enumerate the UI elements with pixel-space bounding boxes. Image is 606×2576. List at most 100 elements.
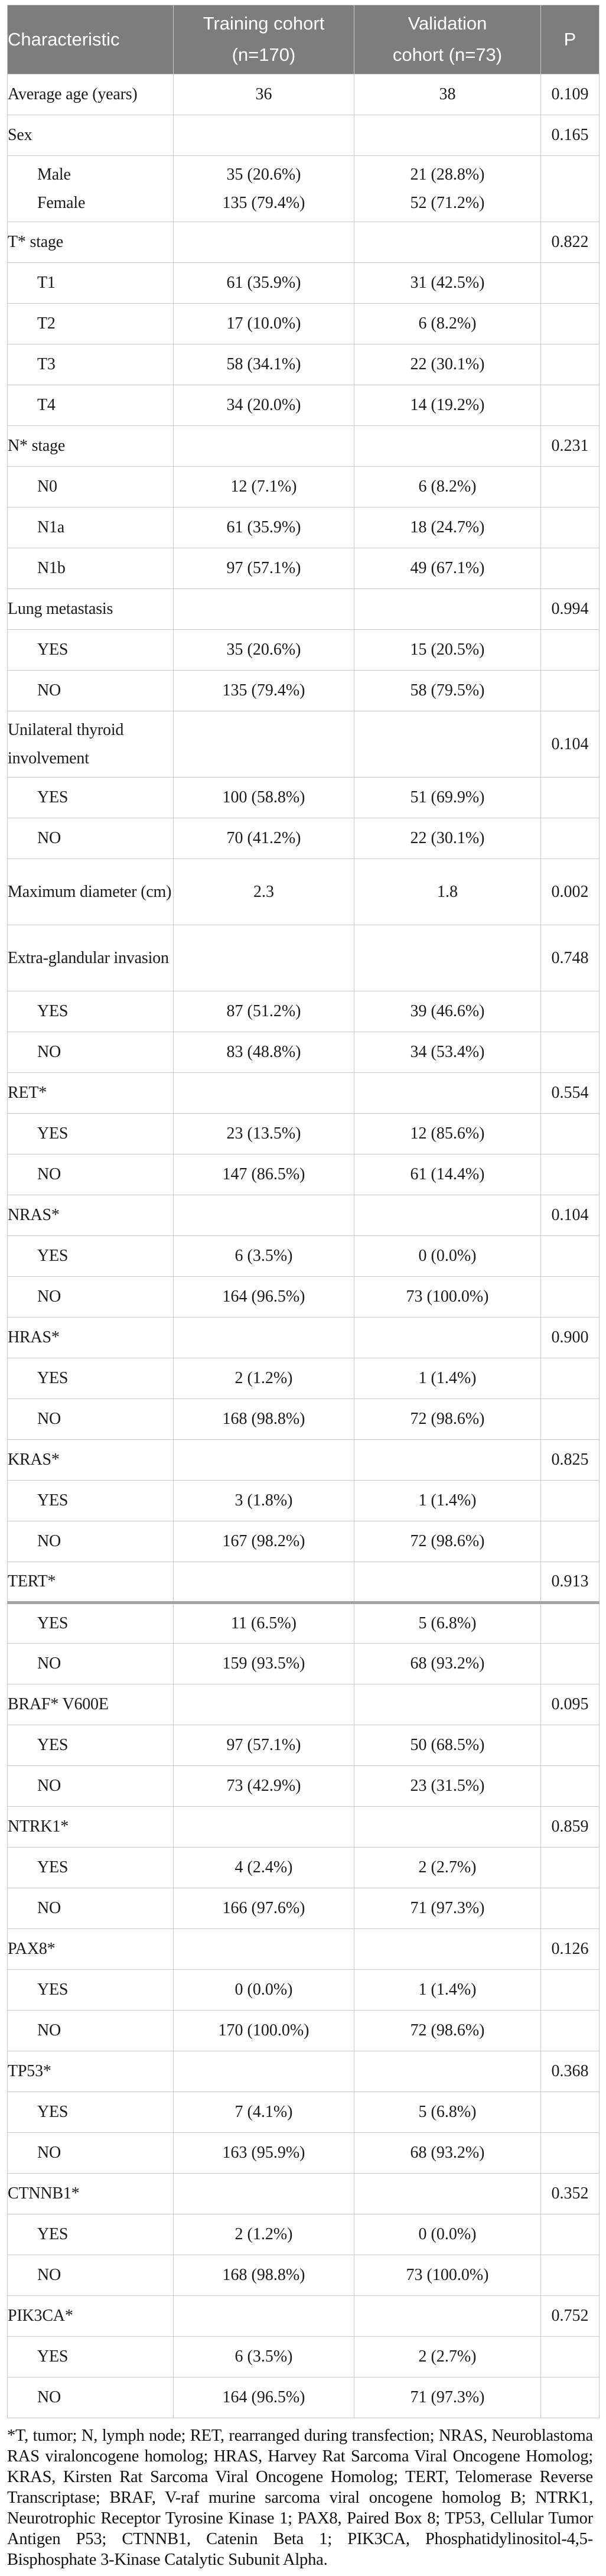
cell-line: YES — [37, 1614, 69, 1633]
table-row: YES 35 (20.6%) 15 (20.5%) — [7, 629, 600, 671]
table-row: RET* 0.554 — [7, 1072, 600, 1114]
p-value-cell — [540, 1154, 600, 1195]
p-value-cell — [540, 777, 600, 818]
header-row: Characteristic Training cohort (n=170) Vali… — [7, 5, 600, 74]
table-footnote: *T, tumor; N, lymph node; RET, rearrange… — [7, 2427, 593, 2570]
p-value-cell — [540, 1235, 600, 1277]
cell-line: YES — [37, 1247, 69, 1266]
cell-line: 68 (93.2%) — [410, 1654, 485, 1673]
p-value-cell — [540, 303, 600, 344]
p-value-cell: 0.913 — [540, 1562, 600, 1603]
cell-line: 164 (96.5%) — [222, 1287, 305, 1306]
p-value-cell: 0.165 — [540, 115, 600, 156]
training-value-cell: 2.3 — [173, 858, 354, 925]
characteristic-cell: NO — [7, 818, 174, 859]
cell-line: 0.352 — [551, 2184, 589, 2203]
p-value-cell — [540, 262, 600, 304]
table-row: T1 61 (35.9%) 31 (42.5%) — [7, 262, 600, 304]
cell-line: 23 (13.5%) — [226, 1124, 301, 1143]
cell-line: 51 (69.9%) — [410, 788, 485, 807]
cell-line: BRAF* V600E — [8, 1695, 109, 1714]
table-row: TP53* 0.368 — [7, 2051, 600, 2092]
cell-line: 0.748 — [551, 948, 589, 967]
cell-line: Male — [37, 165, 71, 184]
training-value-cell: 100 (58.8%) — [173, 777, 354, 818]
cell-line: 21 (28.8%) — [410, 165, 485, 184]
validation-value-cell: 23 (31.5%) — [354, 1765, 541, 1807]
cell-line: Characteristic — [8, 28, 120, 50]
cell-line: YES — [37, 2225, 69, 2244]
training-value-cell: 70 (41.2%) — [173, 818, 354, 859]
cell-line: 73 (100.0%) — [406, 2266, 489, 2285]
characteristic-cell: NRAS* — [7, 1195, 174, 1236]
validation-value-cell — [354, 2051, 541, 2092]
p-value-cell: 0.752 — [540, 2295, 600, 2337]
training-value-cell: 11 (6.5%) — [173, 1601, 354, 1644]
table-row: T4 34 (20.0%) 14 (19.2%) — [7, 385, 600, 426]
cell-line: NO — [37, 1410, 61, 1429]
characteristic-cell: T* stage — [7, 222, 174, 263]
characteristic-cell: YES — [7, 2092, 174, 2133]
cell-line: T1 — [37, 274, 56, 292]
table-row: NO 73 (42.9%) 23 (31.5%) — [7, 1765, 600, 1807]
characteristic-cell: N* stage — [7, 425, 174, 467]
cell-line: 0.002 — [551, 882, 589, 901]
cell-line: 71 (97.3%) — [410, 2388, 485, 2407]
p-value-cell: 0.748 — [540, 925, 600, 991]
cell-line: NO — [37, 1165, 61, 1184]
validation-value-cell — [354, 1806, 541, 1848]
characteristic-cell: TERT* — [7, 1562, 174, 1603]
p-value-cell — [540, 2377, 600, 2418]
cell-line: 52 (71.2%) — [410, 193, 485, 212]
validation-value-cell: 73 (100.0%) — [354, 2255, 541, 2296]
characteristic-cell: YES — [7, 1601, 174, 1644]
p-value-cell: 0.900 — [540, 1317, 600, 1358]
cell-line: 0.104 — [551, 1206, 589, 1225]
validation-value-cell: 49 (67.1%) — [354, 548, 541, 589]
p-value-cell: 0.231 — [540, 425, 600, 467]
cell-line: 2 (2.7%) — [418, 2347, 477, 2366]
validation-value-cell — [354, 2295, 541, 2337]
characteristic-cell: NO — [7, 2255, 174, 2296]
p-value-cell — [540, 2336, 600, 2377]
table-row: NO 166 (97.6%) 71 (97.3%) — [7, 1888, 600, 1929]
cell-line: N0 — [37, 477, 57, 496]
table-row: N0 12 (7.1%) 6 (8.2%) — [7, 466, 600, 508]
cell-line: 170 (100.0%) — [218, 2021, 309, 2040]
cell-line: 68 (93.2%) — [410, 2144, 485, 2162]
training-value-cell: 12 (7.1%) — [173, 466, 354, 508]
cell-line: 50 (68.5%) — [410, 1736, 485, 1755]
cell-line: 17 (10.0%) — [226, 314, 301, 333]
cell-line: 36 — [255, 85, 272, 104]
training-value-cell: 4 (2.4%) — [173, 1847, 354, 1888]
training-value-cell: 167 (98.2%) — [173, 1521, 354, 1562]
table-row: N1b 97 (57.1%) 49 (67.1%) — [7, 548, 600, 589]
table-row: T* stage 0.822 — [7, 222, 600, 263]
validation-value-cell: 39 (46.6%) — [354, 991, 541, 1032]
training-value-cell: 135 (79.4%) — [173, 670, 354, 711]
table-row: NO 135 (79.4%) 58 (79.5%) — [7, 670, 600, 711]
table-row: YES 87 (51.2%) 39 (46.6%) — [7, 991, 600, 1032]
validation-value-cell: 22 (30.1%) — [354, 818, 541, 859]
training-value-cell — [173, 1072, 354, 1114]
cell-line: KRAS* — [8, 1450, 60, 1469]
cell-line: 72 (98.6%) — [410, 2021, 485, 2040]
cell-line: YES — [37, 2103, 69, 2122]
cell-line: 0.368 — [551, 2062, 589, 2081]
p-value-cell — [540, 991, 600, 1032]
training-value-cell — [173, 2295, 354, 2337]
table-row: BRAF* V600E 0.095 — [7, 1684, 600, 1725]
cell-line: YES — [37, 1002, 69, 1021]
cell-line: 97 (57.1%) — [226, 1736, 301, 1755]
validation-value-cell: 68 (93.2%) — [354, 2132, 541, 2174]
table-row: YES 6 (3.5%) 2 (2.7%) — [7, 2336, 600, 2377]
cell-line: NO — [37, 1899, 61, 1918]
characteristic-cell: YES — [7, 629, 174, 671]
cell-line: 164 (96.5%) — [222, 2388, 305, 2407]
cell-line: 0.859 — [551, 1817, 589, 1836]
cell-line: 135 (79.4%) — [222, 193, 305, 212]
table-row: YES 2 (1.2%) 0 (0.0%) — [7, 2214, 600, 2255]
cell-line: 34 (53.4%) — [410, 1043, 485, 1062]
p-value-cell: 0.104 — [540, 711, 600, 778]
characteristic-cell: CTNNB1* — [7, 2173, 174, 2214]
